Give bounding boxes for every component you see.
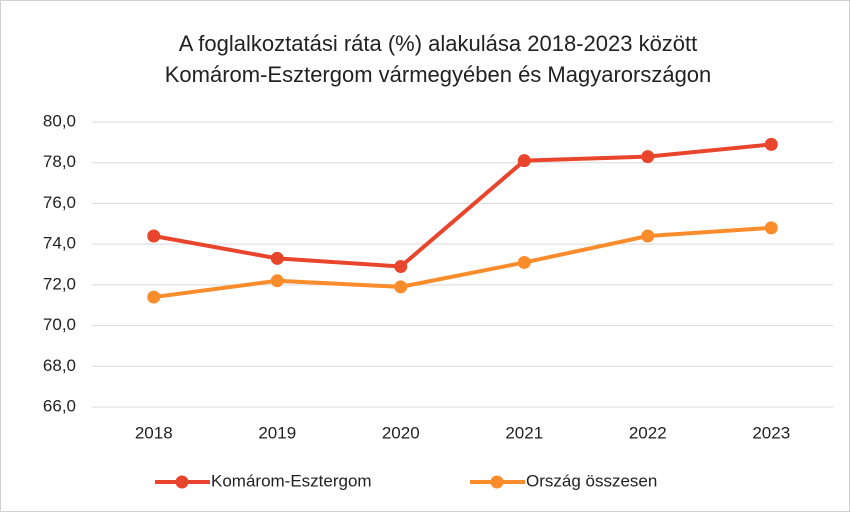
x-tick-label: 2022 bbox=[629, 423, 667, 442]
y-tick-label: 76,0 bbox=[43, 193, 76, 212]
y-tick-label: 80,0 bbox=[43, 111, 76, 130]
chart-title: Komárom-Esztergom vármegyében és Magyaro… bbox=[165, 62, 712, 87]
data-point bbox=[764, 221, 778, 235]
legend-marker bbox=[490, 475, 504, 489]
x-tick-label: 2019 bbox=[258, 423, 296, 442]
data-point bbox=[517, 255, 531, 269]
data-point bbox=[270, 274, 284, 288]
x-tick-label: 2021 bbox=[505, 423, 543, 442]
series-line bbox=[153, 142, 772, 269]
y-tick-label: 74,0 bbox=[43, 234, 76, 253]
data-point bbox=[641, 229, 655, 243]
y-tick-label: 66,0 bbox=[43, 396, 76, 415]
legend-label: Ország összesen bbox=[526, 471, 657, 490]
series-line bbox=[153, 225, 772, 300]
y-tick-label: 70,0 bbox=[43, 315, 76, 334]
x-tick-label: 2023 bbox=[752, 423, 790, 442]
legend-marker bbox=[175, 475, 189, 489]
x-tick-label: 2020 bbox=[382, 423, 420, 442]
data-point bbox=[147, 229, 161, 243]
y-tick-label: 68,0 bbox=[43, 356, 76, 375]
data-point bbox=[641, 150, 655, 164]
data-point bbox=[394, 280, 408, 294]
data-point bbox=[517, 154, 531, 168]
data-point bbox=[270, 251, 284, 265]
data-point bbox=[764, 137, 778, 151]
legend-label: Komárom-Esztergom bbox=[211, 471, 372, 490]
y-tick-label: 78,0 bbox=[43, 152, 76, 171]
x-tick-label: 2018 bbox=[135, 423, 173, 442]
y-tick-label: 72,0 bbox=[43, 274, 76, 293]
data-point bbox=[394, 260, 408, 274]
data-point bbox=[147, 290, 161, 304]
chart-title: A foglalkoztatási ráta (%) alakulása 201… bbox=[179, 31, 698, 56]
